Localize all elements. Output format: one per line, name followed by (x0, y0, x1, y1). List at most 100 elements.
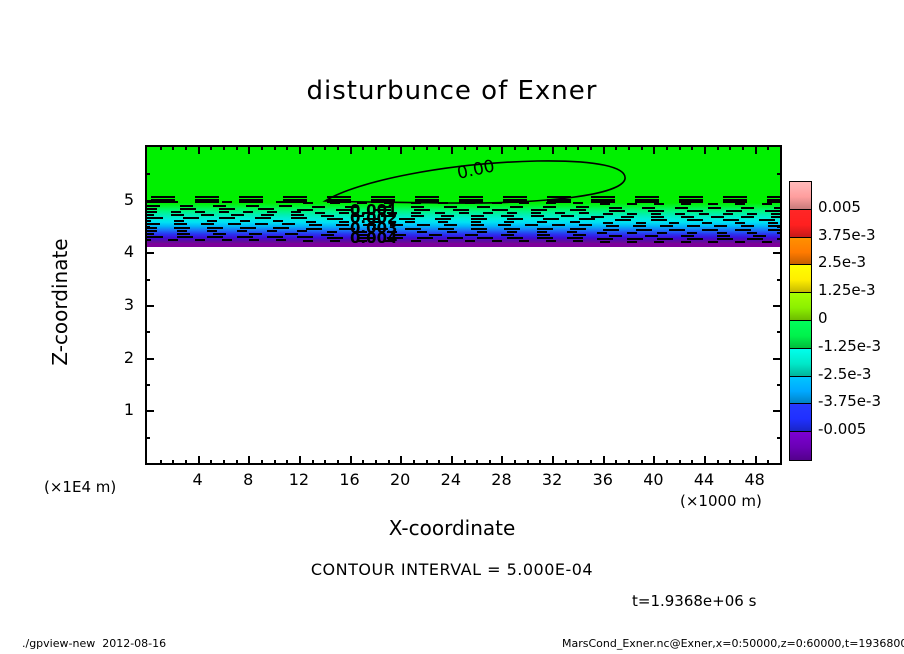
colorbar-segment (790, 432, 811, 460)
contour-dash-row (147, 230, 780, 235)
tick-mark (222, 460, 225, 465)
colorbar-tick-label: -1.25e-3 (818, 336, 881, 355)
tick-mark (704, 145, 707, 154)
tick-mark (374, 460, 377, 465)
tick-mark (678, 145, 681, 150)
tick-mark (628, 460, 631, 465)
contour-label-0001: 0.001 (350, 201, 398, 219)
tick-mark (235, 145, 238, 150)
colorbar-tick-label: 2.5e-3 (818, 253, 867, 272)
tick-mark (324, 460, 327, 465)
tick-mark (248, 456, 251, 465)
y-tick-label: 3 (123, 295, 134, 314)
tick-mark (248, 145, 251, 154)
tick-mark (729, 145, 732, 150)
y-tick-label: 2 (123, 347, 134, 367)
tick-mark (172, 145, 175, 150)
tick-mark (145, 252, 154, 255)
tick-mark (400, 456, 403, 465)
tick-mark (450, 145, 453, 154)
tick-mark (210, 460, 213, 465)
tick-mark (273, 460, 276, 465)
tick-mark (754, 145, 757, 154)
x-tick-label: 28 (491, 470, 512, 489)
tick-mark (172, 460, 175, 465)
tick-mark (777, 173, 782, 176)
tick-mark (374, 145, 377, 150)
colorbar-segment (790, 293, 811, 321)
colorbar-tick-label: 3.75e-3 (818, 225, 876, 244)
tick-mark (425, 145, 428, 150)
colorbar-tick-label: 0.005 (818, 197, 861, 216)
tick-mark (767, 460, 770, 465)
tick-mark (438, 145, 441, 150)
tick-mark (539, 145, 542, 150)
plot-area: 0.00 0.001 0.002 0.003 0.004 (145, 145, 782, 465)
tick-mark (260, 145, 263, 150)
tick-mark (273, 145, 276, 150)
tick-mark (602, 456, 605, 465)
tick-mark (286, 460, 289, 465)
time-stamp-text: t=1.9368e+06 s (632, 592, 757, 610)
tick-mark (514, 145, 517, 150)
tick-mark (387, 145, 390, 150)
tick-mark (691, 145, 694, 150)
y-tick-label: 4 (123, 242, 134, 262)
tick-mark (716, 460, 719, 465)
tick-mark (145, 357, 154, 360)
tick-mark (197, 456, 200, 465)
tick-mark (773, 252, 782, 255)
x-tick-label: 12 (288, 470, 310, 489)
tick-mark (552, 456, 555, 465)
page-title: disturbunce of Exner (306, 76, 598, 106)
contour-label-0004: 0.004 (350, 229, 398, 247)
x-axis-title: X-coordinate (388, 516, 516, 540)
tick-mark (450, 456, 453, 465)
x-tick-label: 8 (243, 470, 254, 489)
contour-field: 0.00 0.001 0.002 0.003 0.004 (147, 147, 780, 463)
y-axis-unit: (×1E4 m) (44, 478, 117, 496)
tick-mark (526, 460, 529, 465)
tick-mark (400, 145, 403, 154)
colorbar-tick-label: 0 (818, 309, 828, 327)
tick-mark (324, 145, 327, 150)
tick-mark (666, 460, 669, 465)
field-floor-strip (147, 243, 780, 247)
tick-mark (754, 456, 757, 465)
colorbar-segment (790, 376, 811, 405)
tick-mark (463, 460, 466, 465)
y-axis-title: Z-coordinate (48, 238, 72, 366)
contour-dash-row (147, 219, 780, 224)
tick-mark (777, 278, 782, 281)
footer-left-text: ./gpview-new 2012-08-16 (22, 637, 167, 650)
tick-mark (298, 145, 301, 154)
tick-mark (773, 305, 782, 307)
x-tick-label: 24 (440, 470, 461, 489)
tick-mark (286, 145, 289, 150)
tick-mark (145, 278, 150, 281)
tick-mark (777, 331, 782, 334)
colorbar-tick-label: 1.25e-3 (818, 281, 876, 300)
colorbar-segment (790, 348, 811, 377)
tick-mark (564, 145, 567, 150)
tick-mark (184, 145, 187, 150)
tick-mark (577, 460, 580, 465)
tick-mark (222, 145, 225, 150)
tick-mark (615, 460, 618, 465)
tick-mark (336, 145, 339, 150)
tick-mark (666, 145, 669, 150)
contour-dash-row (147, 233, 780, 238)
contour-label-0003: 0.003 (350, 219, 398, 237)
x-tick-label: 32 (541, 470, 563, 489)
tick-mark (640, 145, 643, 150)
x-tick-label: 44 (693, 470, 715, 489)
contour-dash-row (147, 201, 780, 204)
tick-mark (210, 145, 213, 150)
colorbar-segment (790, 209, 811, 238)
colorbar-tick-label: -2.5e-3 (818, 364, 872, 383)
x-tick-label: 4 (192, 470, 203, 489)
tick-mark (773, 410, 782, 413)
tick-mark (526, 145, 529, 150)
tick-mark (438, 460, 441, 465)
tick-mark (159, 460, 162, 465)
